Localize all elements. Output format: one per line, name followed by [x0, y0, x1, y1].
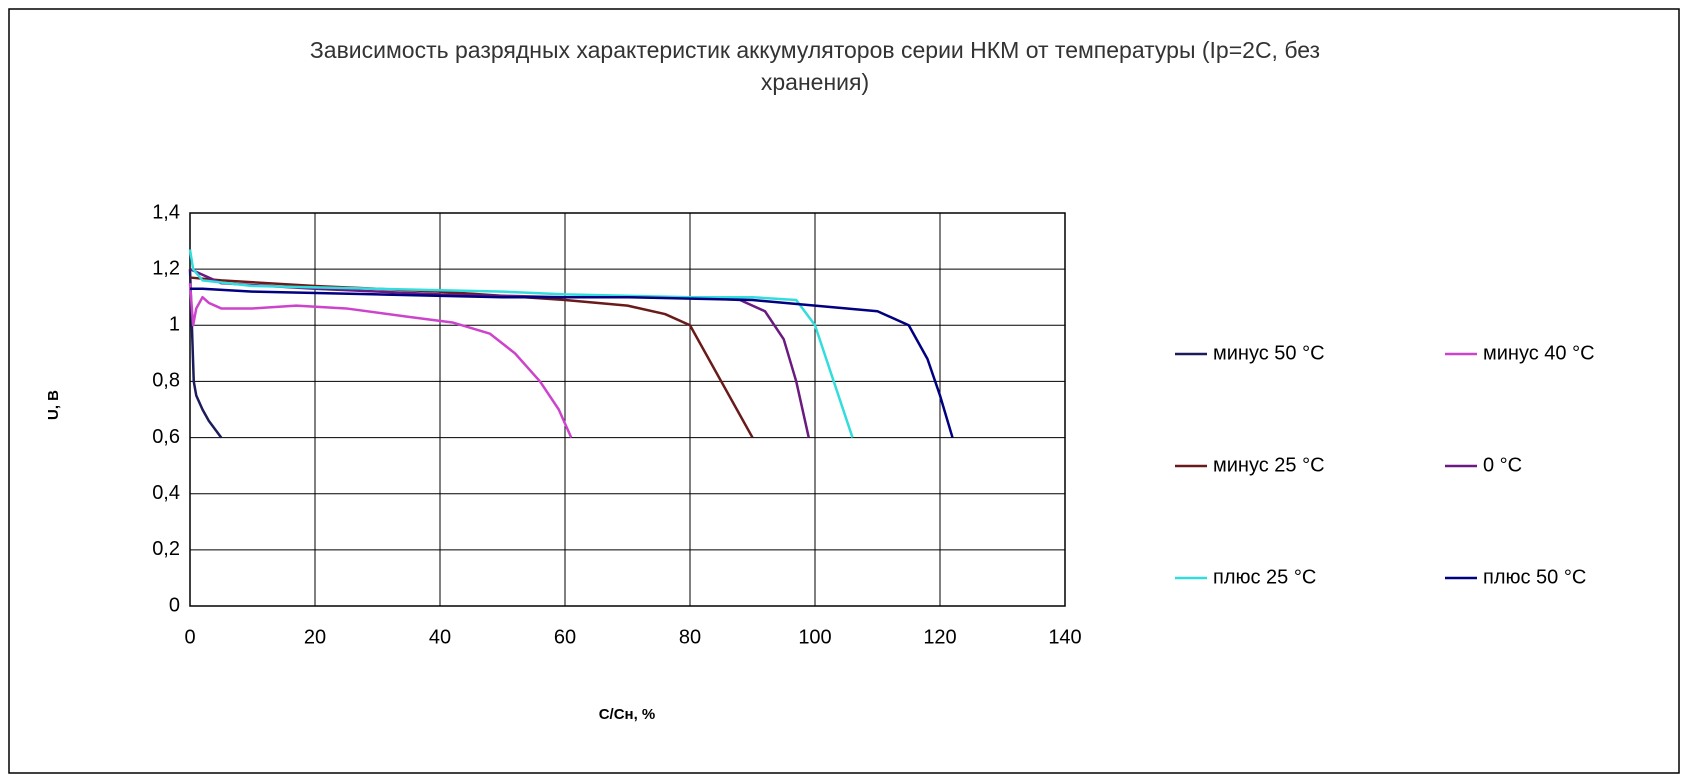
x-tick-label: 120 — [923, 626, 956, 648]
x-tick-label: 140 — [1048, 626, 1081, 648]
y-tick-label: 0,6 — [152, 426, 180, 448]
y-tick-label: 1,2 — [152, 257, 180, 279]
y-tick-label: 0,4 — [152, 482, 180, 504]
y-axis-title: U, В — [45, 390, 62, 420]
series-line — [189, 276, 754, 439]
legend-label: минус 40 °С — [1483, 342, 1595, 364]
x-tick-label: 0 — [184, 626, 195, 648]
chart-title: Зависимость разрядных характеристик акку… — [310, 37, 1320, 63]
y-tick-label: 0 — [169, 594, 180, 616]
y-tick-label: 1,4 — [152, 201, 180, 223]
legend-label: плюс 50 °С — [1483, 566, 1586, 588]
y-tick-label: 0,2 — [152, 538, 180, 560]
x-tick-label: 40 — [429, 626, 451, 648]
x-axis-title: С/Сн, % — [599, 706, 656, 723]
legend-label: плюс 25 °С — [1213, 566, 1316, 588]
legend-label: минус 25 °С — [1213, 454, 1325, 476]
x-tick-label: 100 — [798, 626, 831, 648]
series-line — [188, 249, 854, 438]
series-line — [188, 269, 223, 439]
y-tick-label: 0,8 — [152, 370, 180, 392]
y-tick-label: 1 — [169, 314, 180, 336]
chart-title: хранения) — [761, 69, 869, 95]
x-tick-label: 80 — [679, 626, 701, 648]
legend-label: минус 50 °С — [1213, 342, 1325, 364]
plot-border — [189, 212, 1066, 607]
x-tick-label: 20 — [304, 626, 326, 648]
series-line — [190, 287, 954, 438]
chart-border — [8, 8, 1680, 774]
series-line — [188, 283, 573, 439]
legend-label: 0 °С — [1483, 454, 1522, 476]
x-tick-label: 60 — [554, 626, 576, 648]
